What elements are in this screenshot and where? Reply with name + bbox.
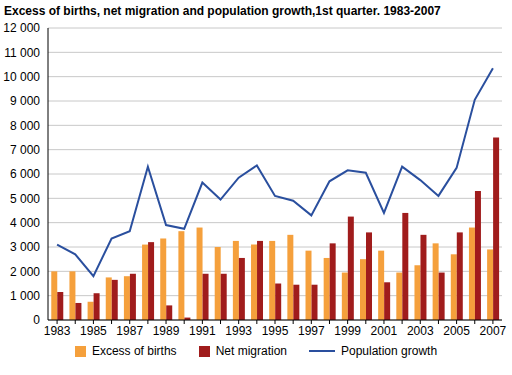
svg-text:1995: 1995	[262, 324, 289, 338]
html-text:Net migration: Net migration	[215, 344, 287, 358]
svg-text:6 000: 6 000	[10, 167, 40, 181]
svg-text:11 000: 11 000	[8, 46, 40, 60]
svg-text:2 000: 2 000	[10, 265, 40, 279]
svg-text:2007: 2007	[480, 324, 504, 338]
svg-text:2005: 2005	[443, 324, 470, 338]
svg-text:1989: 1989	[153, 324, 180, 338]
svg-text:2001: 2001	[371, 324, 398, 338]
svg-text:1991: 1991	[189, 324, 216, 338]
svg-text:5 000: 5 000	[10, 192, 40, 206]
svg-text:8 000: 8 000	[10, 119, 40, 133]
html-text:Population growth: Population growth	[341, 344, 438, 358]
svg-text:1999: 1999	[334, 324, 361, 338]
svg-text:1993: 1993	[225, 324, 252, 338]
svg-text:7 000: 7 000	[10, 143, 40, 157]
html-text:Excess of births: Excess of births	[91, 344, 177, 358]
svg-text:1997: 1997	[298, 324, 325, 338]
svg-text:1987: 1987	[116, 324, 143, 338]
svg-text:1 000: 1 000	[10, 289, 40, 303]
svg-text:12 000: 12 000	[8, 21, 40, 35]
svg-text:0: 0	[33, 313, 40, 327]
svg-text:2003: 2003	[407, 324, 434, 338]
svg-text:1985: 1985	[80, 324, 107, 338]
svg-text:3 000: 3 000	[10, 240, 40, 254]
html-text:Excess of births, net migratio: Excess of births, net migration and popu…	[4, 4, 441, 18]
svg-text:4 000: 4 000	[10, 216, 40, 230]
svg-text:10 000: 10 000	[8, 70, 40, 84]
svg-text:1983: 1983	[44, 324, 71, 338]
svg-text:9 000: 9 000	[10, 94, 40, 108]
